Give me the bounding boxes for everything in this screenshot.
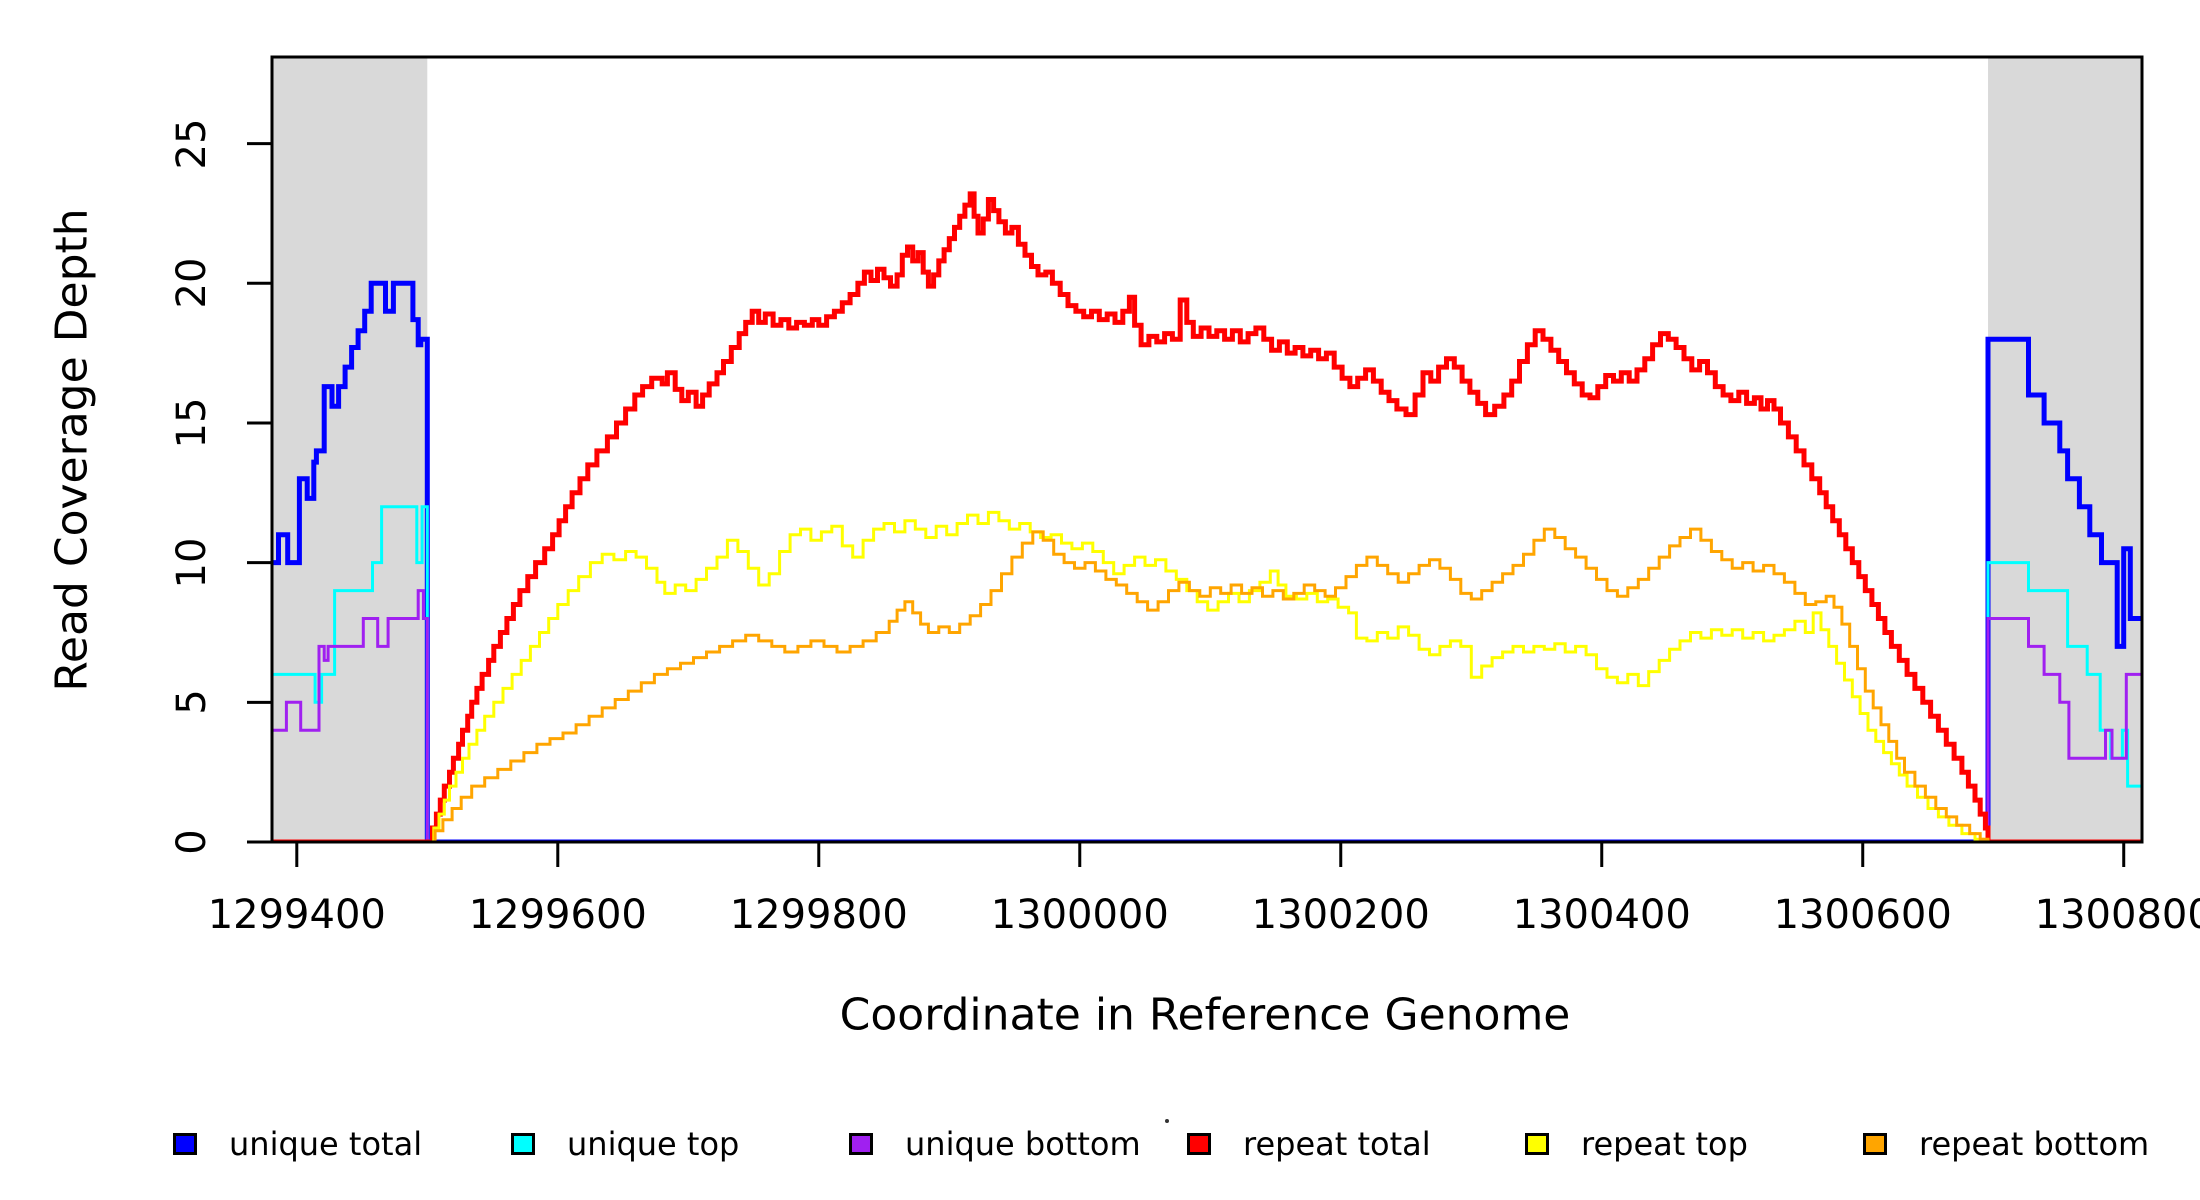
legend-item-unique-bottom: unique bottom: [849, 1125, 1141, 1163]
x-tick-label: 1300000: [990, 892, 1169, 938]
stray-dot: [1165, 1119, 1169, 1123]
legend-label: repeat bottom: [1919, 1125, 2150, 1163]
y-tick-label: 20: [169, 257, 215, 309]
x-tick-label: 1300600: [1773, 892, 1952, 938]
shaded-unique-region: [272, 57, 428, 842]
x-tick-label: 1300200: [1251, 892, 1430, 938]
legend-label: repeat total: [1243, 1125, 1431, 1163]
legend-item-unique-top: unique top: [511, 1125, 739, 1163]
y-tick-label: 5: [169, 689, 215, 716]
plot-border: [270, 55, 2144, 844]
legend-swatch-icon: [173, 1133, 197, 1155]
legend-swatch-icon: [1187, 1133, 1211, 1155]
x-axis-title: Coordinate in Reference Genome: [839, 989, 1571, 1041]
legend-label: unique top: [567, 1125, 740, 1163]
legend-swatch-icon: [1863, 1133, 1887, 1155]
series-unique-total: [272, 280, 2142, 842]
legend-item-repeat-total: repeat total: [1187, 1125, 1431, 1163]
y-tick-label: 25: [169, 118, 215, 170]
legend-item-unique-total: unique total: [173, 1125, 422, 1163]
x-tick-label: 1299800: [729, 892, 908, 938]
legend-label: unique bottom: [905, 1125, 1141, 1163]
legend-item-repeat-top: repeat top: [1525, 1125, 1748, 1163]
series-repeat-bottom: [272, 527, 2142, 842]
x-tick-label: 1300400: [1512, 892, 1691, 938]
legend-swatch-icon: [511, 1133, 535, 1155]
legend-label: repeat top: [1581, 1125, 1748, 1163]
series-unique-top: [272, 505, 2142, 842]
x-tick-label: 1300800: [2034, 892, 2200, 938]
y-tick-label: 15: [169, 397, 215, 449]
legend-swatch-icon: [849, 1133, 873, 1155]
series-repeat-top: [272, 510, 2142, 842]
y-tick-label: 0: [169, 829, 215, 855]
x-tick-label: 1299400: [207, 892, 386, 938]
y-tick-label: 10: [169, 537, 215, 589]
legend-label: unique total: [229, 1125, 423, 1163]
x-tick-label: 1299600: [468, 892, 647, 938]
series-repeat-total: [272, 191, 2142, 842]
series-unique-bottom: [272, 589, 2142, 842]
legend-item-repeat-bottom: repeat bottom: [1863, 1125, 2149, 1163]
legend-swatch-icon: [1525, 1133, 1549, 1155]
y-axis-title: Read Coverage Depth: [46, 208, 98, 692]
